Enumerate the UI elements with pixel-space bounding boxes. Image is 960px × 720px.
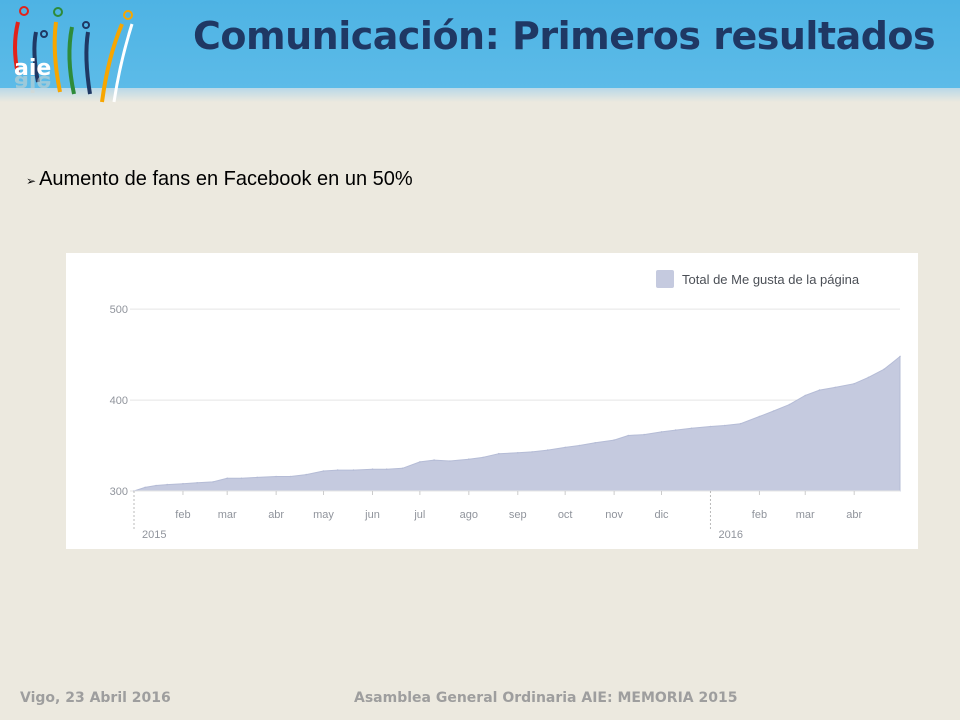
data-point xyxy=(547,449,549,451)
data-point xyxy=(613,439,615,441)
data-point xyxy=(709,425,712,428)
data-point xyxy=(899,355,901,358)
data-point xyxy=(804,394,806,397)
data-point xyxy=(564,446,566,449)
data-point xyxy=(226,477,228,480)
footer-event: Asamblea General Ordinaria AIE: MEMORIA … xyxy=(354,690,738,706)
data-point xyxy=(155,484,157,487)
data-point xyxy=(336,469,339,471)
likes-chart: 300 400 500 feb mar abr may jun jul ago sep oct nov d… xyxy=(66,253,918,549)
x-tick-label: abr xyxy=(268,509,284,521)
series-area xyxy=(133,355,901,492)
bullet-item: ➢ Aumento de fans en Facebook en un 50% xyxy=(26,168,413,191)
logo-text: aie xyxy=(14,56,51,81)
x-tick-label: mar xyxy=(218,509,237,521)
page-title: Comunicación: Primeros resultados xyxy=(193,14,936,58)
legend-swatch xyxy=(656,270,674,288)
data-point xyxy=(352,469,355,471)
data-point xyxy=(433,459,435,461)
data-point xyxy=(758,415,761,418)
y-tick-label: 400 xyxy=(110,395,128,407)
data-point xyxy=(818,389,821,391)
data-point xyxy=(144,486,146,489)
data-point xyxy=(627,434,630,437)
data-point xyxy=(182,482,184,485)
chart-canvas: 300 400 500 feb mar abr may jun jul ago sep oct nov d… xyxy=(110,270,901,541)
x-tick-label: nov xyxy=(605,509,623,521)
data-point xyxy=(531,451,533,453)
data-point xyxy=(482,456,484,459)
x-tick-label: dic xyxy=(654,509,669,521)
data-point xyxy=(401,467,404,470)
data-point xyxy=(883,368,885,370)
data-point xyxy=(166,483,168,486)
arrowhead-bullet-icon: ➢ xyxy=(26,173,37,188)
data-point xyxy=(690,427,693,430)
header-bar xyxy=(0,0,960,88)
data-point xyxy=(578,444,581,447)
x-tick-label: ago xyxy=(460,509,478,521)
data-point xyxy=(240,477,243,480)
data-point xyxy=(419,461,421,463)
data-point xyxy=(305,473,307,476)
aie-logo-icon: aie aie xyxy=(13,6,134,103)
data-point xyxy=(643,433,645,436)
data-point xyxy=(385,468,388,470)
x-year-label: 2015 xyxy=(142,529,166,541)
data-point xyxy=(196,482,198,484)
data-point xyxy=(449,460,451,462)
data-point xyxy=(788,403,791,406)
data-point xyxy=(867,376,870,379)
y-tick-label: 300 xyxy=(110,486,128,498)
legend-label: Total de Me gusta de la página xyxy=(682,272,860,287)
x-tick-label: oct xyxy=(558,509,573,521)
data-point xyxy=(660,431,663,433)
logo-reflection: aie xyxy=(14,70,51,95)
data-point xyxy=(371,468,374,470)
data-point xyxy=(739,422,742,425)
data-point xyxy=(723,424,726,427)
x-year-label: 2016 xyxy=(718,529,742,541)
data-point xyxy=(674,429,677,431)
data-point xyxy=(834,386,836,389)
y-tick-label: 500 xyxy=(110,304,128,316)
x-tick-label: feb xyxy=(752,509,767,521)
data-point xyxy=(853,382,855,385)
data-point xyxy=(772,410,775,412)
data-point xyxy=(256,476,258,479)
x-tick-label: jul xyxy=(413,509,425,521)
x-tick-label: abr xyxy=(846,509,862,521)
data-point xyxy=(212,481,214,483)
bullet-text: Aumento de fans en Facebook en un 50% xyxy=(39,168,413,190)
x-tick-label: may xyxy=(313,509,334,521)
data-point xyxy=(517,452,519,454)
data-point xyxy=(322,470,325,472)
data-point xyxy=(275,475,277,478)
x-tick-label: sep xyxy=(509,509,527,521)
x-tick-label: feb xyxy=(175,509,190,521)
data-point xyxy=(289,475,292,478)
x-tick-label: jun xyxy=(364,509,380,521)
data-point xyxy=(498,452,500,455)
data-point xyxy=(594,442,596,444)
x-tick-label: mar xyxy=(796,509,815,521)
data-point xyxy=(468,458,470,460)
footer-date: Vigo, 23 Abril 2016 xyxy=(20,690,171,706)
header-fade xyxy=(0,88,960,102)
